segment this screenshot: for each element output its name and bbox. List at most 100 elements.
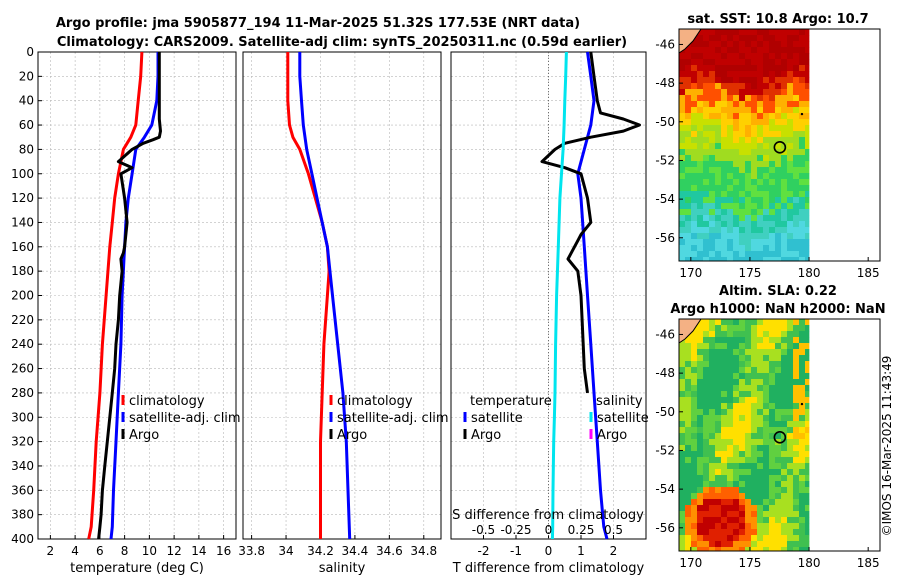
map-cell [781,29,788,36]
map-cell [751,499,758,506]
map-cell [685,355,692,362]
map-cell [799,257,806,262]
map-cell [793,373,800,380]
map-cell [733,71,740,78]
map-cell [793,379,800,386]
map-cell [715,215,722,222]
map-cell [709,469,716,476]
map-y-tick-label: -54 [655,192,675,206]
map-cell [793,385,800,392]
map-cell [745,397,752,404]
map-cell [775,221,782,228]
map-cell [715,319,722,326]
map-cell [775,367,782,374]
map-cell [727,349,734,356]
map-cell [769,361,776,368]
map-cell [775,131,782,138]
map-cell [757,457,764,464]
map-cell [715,409,722,416]
map-cell [697,439,704,446]
x-axis-label: T difference from climatology [452,561,645,576]
map-cell [751,427,758,434]
map-cell [679,209,686,216]
map-cell [787,83,794,90]
map-cell [799,41,806,48]
map-cell [751,529,758,536]
x-axis-label: salinity [319,561,366,576]
map-cell [781,221,788,228]
y-tick-label: 80 [19,142,34,156]
map-cell [739,59,746,66]
map-cell [751,143,758,150]
map-cell [727,379,734,386]
map-cell [715,83,722,90]
map-cell [709,77,716,84]
map-cell [721,179,728,186]
map-cell [787,367,794,374]
map-cell [709,149,716,156]
map-cell [757,409,764,416]
map-cell [685,155,692,162]
map-cell [769,373,776,380]
map-cell [787,191,794,198]
map-cell [805,325,810,332]
map-cell [799,319,806,326]
map-cell [745,59,752,66]
map-cell [703,101,710,108]
map-cell [739,35,746,42]
map-cell [769,89,776,96]
map-cell [775,361,782,368]
map-cell [721,433,728,440]
map-cell [793,331,800,338]
map-cell [793,149,800,156]
map-cell [763,439,770,446]
map-cell [733,475,740,482]
map-cell [733,409,740,416]
map-cell [691,463,698,470]
map-cell [721,245,728,252]
map-cell [775,95,782,102]
map-cell [781,367,788,374]
map-cell [727,131,734,138]
map-cell [805,421,810,428]
map-cell [745,209,752,216]
map-cell [757,143,764,150]
map-cell [805,397,810,404]
map-cell [715,523,722,530]
y-tick-label: 360 [11,483,34,497]
map-cell [757,397,764,404]
map-cell [703,41,710,48]
map-cell [709,415,716,422]
top-tick-label: -0.5 [472,523,495,537]
map-cell [757,221,764,228]
map-cell [793,445,800,452]
map-cell [697,185,704,192]
legend-label: satellite-adj. clim [337,411,449,426]
map-cell [787,245,794,252]
map-cell [739,89,746,96]
map-cell [703,319,710,326]
map-cell [757,469,764,476]
map-cell [733,197,740,204]
map-cell [703,53,710,60]
map-cell [703,487,710,494]
map-cell [715,355,722,362]
map-cell [787,355,794,362]
map-cell [799,325,806,332]
map-cell [787,161,794,168]
map-cell [715,89,722,96]
map-cell [799,379,806,386]
map-cell [763,367,770,374]
map-cell [745,167,752,174]
map-cell [733,167,740,174]
map-cell [751,167,758,174]
map-cell [781,445,788,452]
map-cell [733,89,740,96]
map-cell [721,337,728,344]
map-cell [679,367,686,374]
map-cell [685,89,692,96]
map-cell [793,421,800,428]
map-cell [745,89,752,96]
map-cell [781,209,788,216]
map-cell [721,95,728,102]
